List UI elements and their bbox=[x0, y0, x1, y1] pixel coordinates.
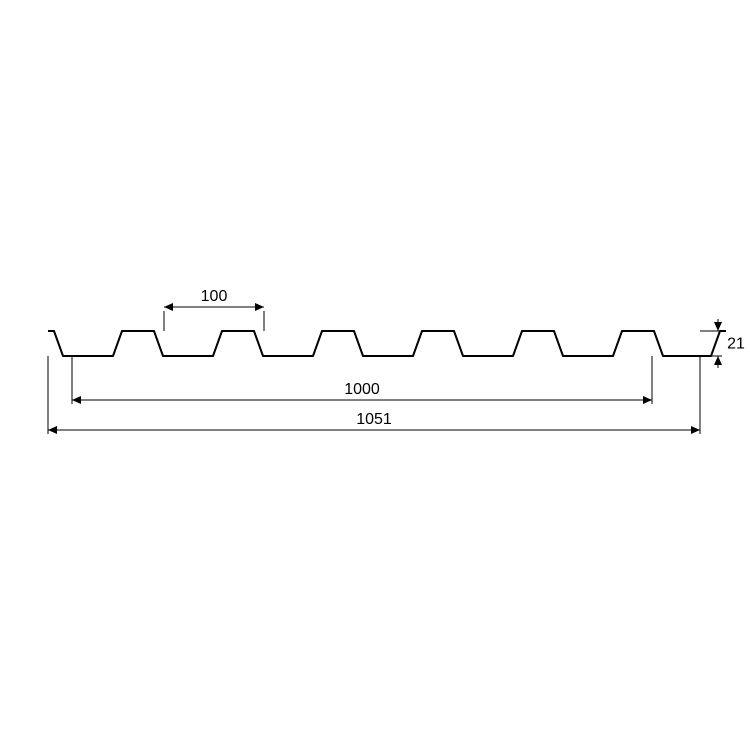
overall-width-dimension-label: 1051 bbox=[356, 411, 392, 428]
corrugated-profile bbox=[48, 331, 726, 356]
pitch-dimension: 100 bbox=[164, 288, 264, 331]
dimension-annotations: 100 1000 1051 21 bbox=[48, 288, 745, 434]
profile-path bbox=[48, 331, 726, 356]
profile-height-dimension-label: 21 bbox=[727, 336, 745, 353]
working-width-dimension-label: 1000 bbox=[344, 381, 380, 398]
pitch-dimension-label: 100 bbox=[201, 288, 228, 305]
profile-height-dimension: 21 bbox=[700, 319, 745, 368]
working-width-dimension: 1000 bbox=[72, 356, 652, 404]
